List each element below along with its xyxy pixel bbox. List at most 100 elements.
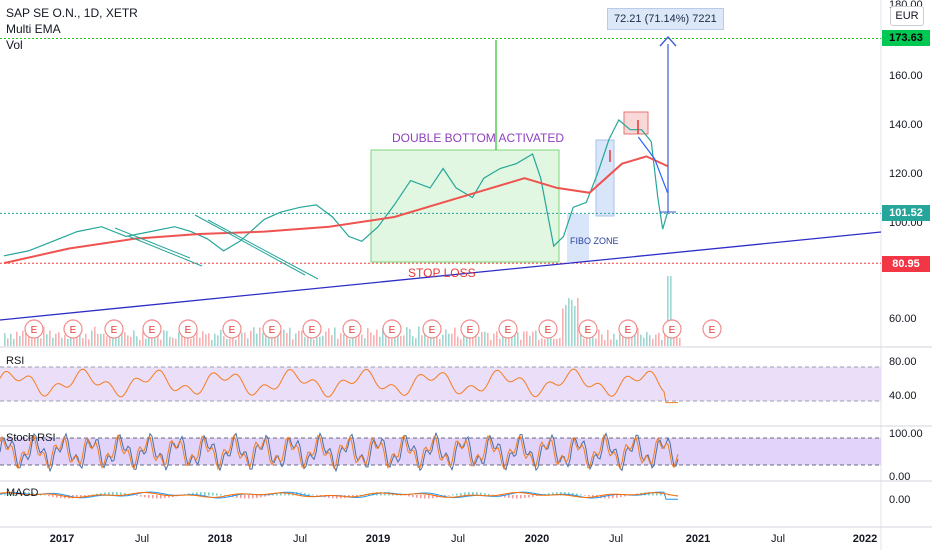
earnings-marker[interactable]: E [24,319,44,339]
volume-bar [70,336,72,346]
earnings-marker-text: E [709,325,716,336]
indicator-ema-label[interactable]: Multi EMA [6,22,61,36]
ema-short-line[interactable] [637,136,669,194]
macd-histogram-bar [548,493,550,496]
earnings-marker[interactable]: E [538,319,558,339]
earnings-marker[interactable]: E [460,319,480,339]
volume-bar [448,333,450,346]
volume-bar [436,331,438,346]
volume-bar [424,332,426,346]
volume-bar [445,329,447,346]
earnings-marker[interactable]: E [618,319,638,339]
fibo-box-1[interactable] [567,214,589,262]
macd-histogram-bar [608,495,610,499]
volume-bar [160,339,162,346]
volume-bar [331,335,333,346]
macd-histogram-bar [264,495,266,497]
earnings-marker[interactable]: E [104,319,124,339]
macd-histogram-bar [12,492,14,496]
earnings-marker[interactable]: E [498,319,518,339]
x-axis-tick: Jul [451,533,465,545]
volume-bar [649,335,651,346]
volume-bar [412,336,414,346]
earnings-marker[interactable]: E [262,319,282,339]
volume-bar [313,339,315,346]
y-axis-tick: 180.00 [889,0,923,11]
volume-bar [40,338,42,346]
symbol-title[interactable]: SAP SE O.N., 1D, XETR [6,6,138,20]
earnings-marker[interactable]: E [578,319,598,339]
measure-label[interactable]: 72.21 (71.14%) 7221 [607,8,724,30]
stop-price-badge: 80.95 [882,256,930,272]
double-bottom-box[interactable] [370,149,560,263]
stoch-d-line[interactable] [0,433,679,471]
earnings-marker[interactable]: E [178,319,198,339]
volume-bar [580,333,582,346]
macd-histogram-bar [532,495,534,497]
earnings-marker[interactable]: E [382,319,402,339]
volume-bar [250,330,252,346]
channel-line-1b[interactable] [127,235,203,267]
price-line[interactable] [3,119,669,257]
earnings-marker-text: E [269,325,276,336]
volume-bar [79,329,81,346]
macd-histogram-bar [568,492,570,496]
macd-histogram-bar [164,495,166,499]
volume-bar [205,334,207,346]
earnings-marker[interactable]: E [422,319,442,339]
channel-line-1a[interactable] [114,227,191,259]
channel-line-2b[interactable] [207,219,319,280]
earnings-marker[interactable]: E [63,319,83,339]
volume-bar [256,333,258,346]
volume-bar [373,335,375,346]
volume-bar [400,336,402,346]
earnings-marker-text: E [429,325,436,336]
double-bottom-label[interactable]: DOUBLE BOTTOM ACTIVATED [392,131,565,145]
volume-bar [565,304,567,346]
rsi-line[interactable] [0,368,678,404]
volume-bar [361,334,363,346]
volume-bar [208,333,210,346]
stop-loss-label[interactable]: STOP LOSS [408,266,476,280]
volume-bar [319,336,321,346]
support-trendline[interactable] [0,231,882,321]
earnings-marker[interactable]: E [302,319,322,339]
macd-histogram-bar [464,492,466,496]
macd-signal-line[interactable] [0,492,679,499]
volume-bar [253,327,255,346]
volume-bar [229,338,231,346]
volume-bar [673,331,675,346]
rsi-pane-title[interactable]: RSI [6,355,25,367]
stoch-pane-title[interactable]: Stoch RSI [6,432,56,444]
ema-long-line[interactable] [3,155,669,265]
top-box[interactable] [623,111,649,135]
volume-bar [568,298,570,346]
currency-button[interactable]: EUR [890,6,924,26]
macd-histogram-bar [4,494,6,496]
volume-bar [259,327,261,346]
macd-pane-title[interactable]: MACD [6,487,39,499]
volume-bar [82,338,84,346]
fibo-zone-label[interactable]: FIBO ZONE [570,236,619,246]
macd-histogram-bar [444,495,446,497]
macd-histogram-bar [272,494,274,496]
macd-histogram-bar [196,492,198,496]
macd-histogram-bar [480,492,482,496]
channel-line-2a[interactable] [194,214,306,276]
volume-bar [526,331,528,346]
earnings-marker[interactable]: E [342,319,362,339]
volume-bar [181,328,183,346]
earnings-marker[interactable]: E [142,319,162,339]
volume-bar [193,336,195,346]
volume-bar [235,339,237,346]
volume-bar [457,336,459,346]
volume-bar [139,339,141,346]
macd-histogram-bar [352,495,354,497]
indicator-vol-label[interactable]: Vol [6,38,23,52]
earnings-marker[interactable]: E [702,319,722,339]
target-price-badge: 173.63 [882,30,930,46]
earnings-marker[interactable]: E [222,319,242,339]
earnings-marker[interactable]: E [662,319,682,339]
volume-bar [238,333,240,346]
